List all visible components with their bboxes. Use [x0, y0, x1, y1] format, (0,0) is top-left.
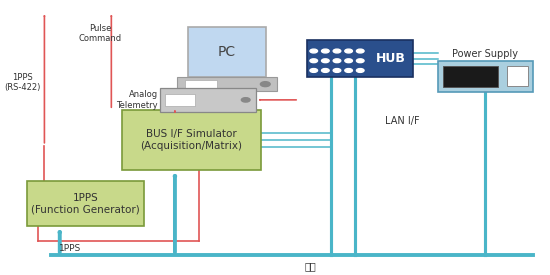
FancyBboxPatch shape [185, 80, 217, 88]
FancyBboxPatch shape [122, 110, 261, 170]
Circle shape [345, 49, 353, 53]
Circle shape [356, 68, 364, 72]
FancyBboxPatch shape [160, 88, 256, 111]
Text: 1PPS: 1PPS [59, 244, 81, 253]
Text: Power Supply: Power Supply [453, 49, 519, 59]
Circle shape [241, 98, 250, 102]
Circle shape [260, 82, 270, 87]
Circle shape [322, 68, 329, 72]
FancyBboxPatch shape [177, 77, 277, 91]
FancyBboxPatch shape [164, 94, 195, 106]
Circle shape [333, 59, 341, 63]
FancyBboxPatch shape [307, 40, 413, 77]
Text: 1PPS
(Function Generator): 1PPS (Function Generator) [31, 193, 140, 215]
Circle shape [333, 49, 341, 53]
Text: 1PPS
(RS-422): 1PPS (RS-422) [4, 73, 41, 92]
FancyBboxPatch shape [438, 61, 533, 92]
Circle shape [345, 59, 353, 63]
Text: Analog
Telemetry: Analog Telemetry [116, 90, 158, 109]
Circle shape [310, 59, 317, 63]
Circle shape [356, 49, 364, 53]
Text: BUS I/F Simulator
(Acquisition/Matrix): BUS I/F Simulator (Acquisition/Matrix) [141, 130, 243, 151]
FancyBboxPatch shape [27, 181, 144, 226]
FancyBboxPatch shape [443, 65, 498, 87]
Circle shape [310, 49, 317, 53]
FancyBboxPatch shape [507, 66, 528, 86]
FancyBboxPatch shape [188, 27, 266, 77]
Text: LAN I/F: LAN I/F [385, 116, 420, 126]
Text: 전원: 전원 [304, 261, 316, 271]
Circle shape [345, 68, 353, 72]
Text: PC: PC [218, 45, 236, 59]
Text: Pulse
Command: Pulse Command [79, 24, 122, 43]
Circle shape [310, 68, 317, 72]
Circle shape [333, 68, 341, 72]
Circle shape [322, 49, 329, 53]
Circle shape [356, 59, 364, 63]
Circle shape [322, 59, 329, 63]
Text: HUB: HUB [376, 52, 406, 65]
